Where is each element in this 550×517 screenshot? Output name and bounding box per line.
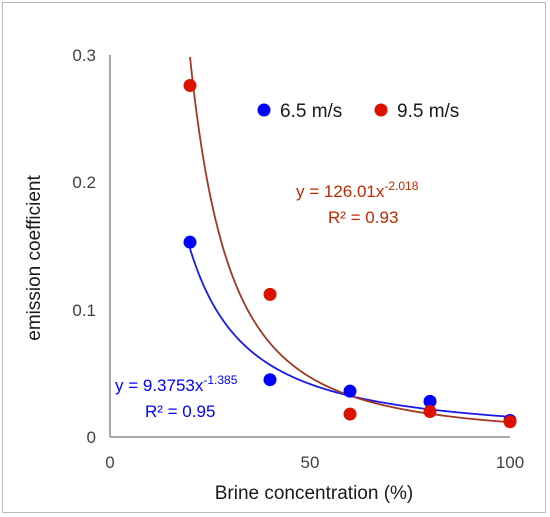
trend-curve-series-1 (189, 56, 511, 424)
x-tick-label: 100 (496, 453, 524, 472)
data-point-series-1 (423, 405, 437, 419)
x-tick-label: 50 (301, 453, 320, 472)
chart-frame (2, 2, 546, 513)
x-tick-label: 0 (105, 453, 114, 472)
data-point-series-0 (343, 384, 357, 398)
equation-text-6-5: y = 9.3753x-1.385 (115, 373, 238, 395)
data-point-series-0 (183, 235, 197, 249)
trend-curves (189, 56, 511, 424)
data-point-series-1 (503, 415, 517, 429)
equation-6-5: y = 9.3753x-1.385 R² = 0.95 (115, 373, 238, 421)
legend-label-6-5: 6.5 m/s (280, 101, 342, 122)
y-tick-label: 0.2 (72, 173, 96, 192)
tick-labels: 0 0.1 0.2 0.3 0 50 100 (72, 46, 524, 472)
x-axis-title: Brine concentration (%) (215, 483, 414, 504)
legend-marker-6-5 (257, 103, 271, 117)
y-tick-label: 0.3 (72, 46, 96, 65)
y-tick-label: 0 (87, 428, 96, 447)
y-tick-label: 0.1 (72, 301, 96, 320)
r2-text-6-5: R² = 0.95 (145, 402, 215, 421)
legend: 6.5 m/s 9.5 m/s (257, 101, 459, 122)
data-points (183, 79, 517, 429)
legend-marker-9-5 (374, 103, 388, 117)
data-point-series-1 (263, 287, 277, 301)
legend-label-9-5: 9.5 m/s (397, 101, 459, 122)
data-point-series-0 (423, 394, 437, 408)
y-axis-title: emission coefficient (24, 175, 45, 341)
r2-text-9-5: R² = 0.93 (328, 208, 398, 227)
equation-9-5: y = 126.01x-2.018 R² = 0.93 (296, 179, 419, 227)
data-point-series-0 (263, 373, 277, 387)
data-point-series-1 (183, 79, 197, 93)
axes (109, 55, 510, 438)
data-point-series-1 (343, 407, 357, 421)
equation-text-9-5: y = 126.01x-2.018 (296, 179, 419, 201)
